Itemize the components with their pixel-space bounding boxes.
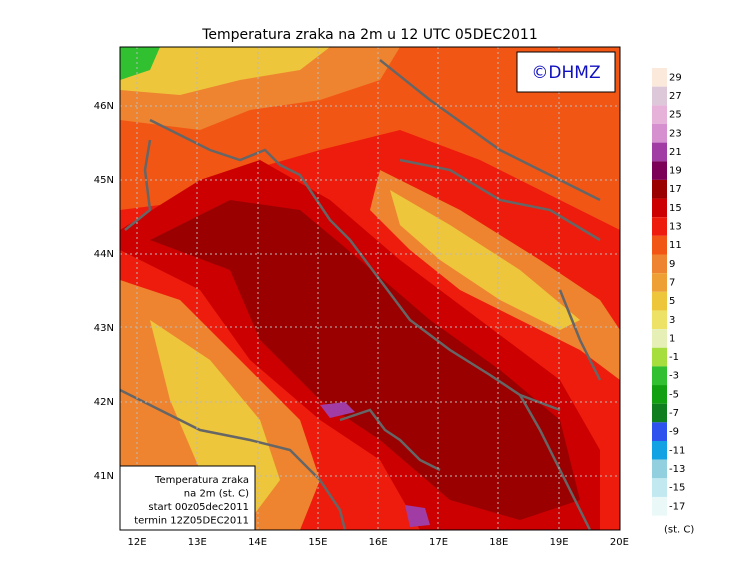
legend-label: -3 bbox=[669, 371, 679, 382]
legend-swatch bbox=[652, 478, 667, 497]
logo: ©DHMZ bbox=[531, 63, 600, 83]
legend-swatch bbox=[652, 347, 667, 367]
legend-label: 7 bbox=[669, 277, 675, 288]
legend-swatch bbox=[652, 291, 667, 311]
legend-swatch bbox=[652, 329, 667, 348]
map-title: Temperatura zraka na 2m u 12 UTC 05DEC20… bbox=[201, 27, 538, 43]
legend-label: -11 bbox=[669, 445, 685, 456]
lon-label: 15E bbox=[308, 537, 327, 548]
info-box: Temperatura zraka na 2m (st. C) start 00z0… bbox=[119, 465, 256, 531]
legend-label: 25 bbox=[669, 110, 682, 121]
legend-swatch bbox=[652, 459, 667, 479]
legend-label: 27 bbox=[669, 91, 682, 102]
lat-label: 44N bbox=[94, 249, 114, 260]
legend-swatch bbox=[652, 179, 667, 199]
legend-swatch bbox=[652, 441, 667, 460]
lon-label: 18E bbox=[489, 537, 508, 548]
legend-swatch bbox=[652, 217, 667, 236]
legend-swatch bbox=[652, 68, 667, 87]
lat-label: 42N bbox=[94, 397, 114, 408]
legend-unit: (st. C) bbox=[664, 525, 694, 536]
info-line: na 2m (st. C) bbox=[184, 489, 249, 500]
legend-swatch bbox=[652, 142, 667, 162]
legend-swatch bbox=[652, 105, 667, 124]
legend-label: -17 bbox=[669, 501, 685, 512]
legend-label: 21 bbox=[669, 147, 682, 158]
map-area bbox=[119, 46, 621, 531]
legend-label: 19 bbox=[669, 166, 682, 177]
legend-swatch bbox=[652, 161, 667, 180]
legend-label: 9 bbox=[669, 259, 675, 270]
legend-label: -1 bbox=[669, 352, 679, 363]
lon-label: 20E bbox=[610, 537, 629, 548]
legend-label: 29 bbox=[669, 72, 682, 83]
lon-label: 13E bbox=[188, 537, 207, 548]
info-line: Temperatura zraka bbox=[154, 475, 249, 486]
legend-swatch bbox=[652, 385, 667, 404]
info-line: termin 12Z05DEC2011 bbox=[134, 516, 249, 527]
logo-box: ©DHMZ bbox=[516, 51, 616, 93]
info-line: start 00z05dec2011 bbox=[148, 502, 249, 513]
lon-label: 17E bbox=[429, 537, 448, 548]
legend-label: 23 bbox=[669, 128, 682, 139]
legend-swatch bbox=[652, 310, 667, 330]
lat-label: 41N bbox=[94, 471, 114, 482]
lon-label: 14E bbox=[248, 537, 267, 548]
lon-label: 12E bbox=[127, 537, 146, 548]
legend-swatch bbox=[652, 254, 667, 274]
legend-swatch bbox=[652, 235, 667, 255]
lat-label: 46N bbox=[94, 101, 114, 112]
legend-label: 5 bbox=[669, 296, 675, 307]
axis-labels: 46N 45N 44N 43N 42N 41N 12E 13E 14E 15E 16E 17E 18E 1… bbox=[94, 101, 629, 548]
legend-label: 17 bbox=[669, 184, 682, 195]
legend-label: 15 bbox=[669, 203, 682, 214]
lat-label: 43N bbox=[94, 323, 114, 334]
legend-label: -5 bbox=[669, 389, 679, 400]
lon-label: 19E bbox=[550, 537, 569, 548]
legend-swatch bbox=[652, 422, 667, 441]
lon-label: 16E bbox=[369, 537, 388, 548]
legend-label: 3 bbox=[669, 315, 675, 326]
legend-label: -7 bbox=[669, 408, 679, 419]
legend-label: -9 bbox=[669, 427, 679, 438]
legend-swatch bbox=[652, 198, 667, 218]
legend-swatch bbox=[652, 403, 667, 423]
legend-swatch bbox=[652, 496, 667, 516]
legend-label: 11 bbox=[669, 240, 682, 251]
legend-swatch bbox=[652, 86, 667, 106]
legend-swatch bbox=[652, 366, 667, 386]
legend-swatch bbox=[652, 123, 667, 143]
legend-label: -15 bbox=[669, 483, 685, 494]
lat-label: 45N bbox=[94, 175, 114, 186]
legend-label: 13 bbox=[669, 222, 682, 233]
legend-label: -13 bbox=[669, 464, 685, 475]
legend-swatch bbox=[652, 273, 667, 292]
color-legend: 29 27 25 23 21 19 17 15 13 11 9 7 5 3 1 -1 -3 -5 -7 -9 -11 -1… bbox=[652, 68, 694, 536]
legend-label: 1 bbox=[669, 333, 675, 344]
